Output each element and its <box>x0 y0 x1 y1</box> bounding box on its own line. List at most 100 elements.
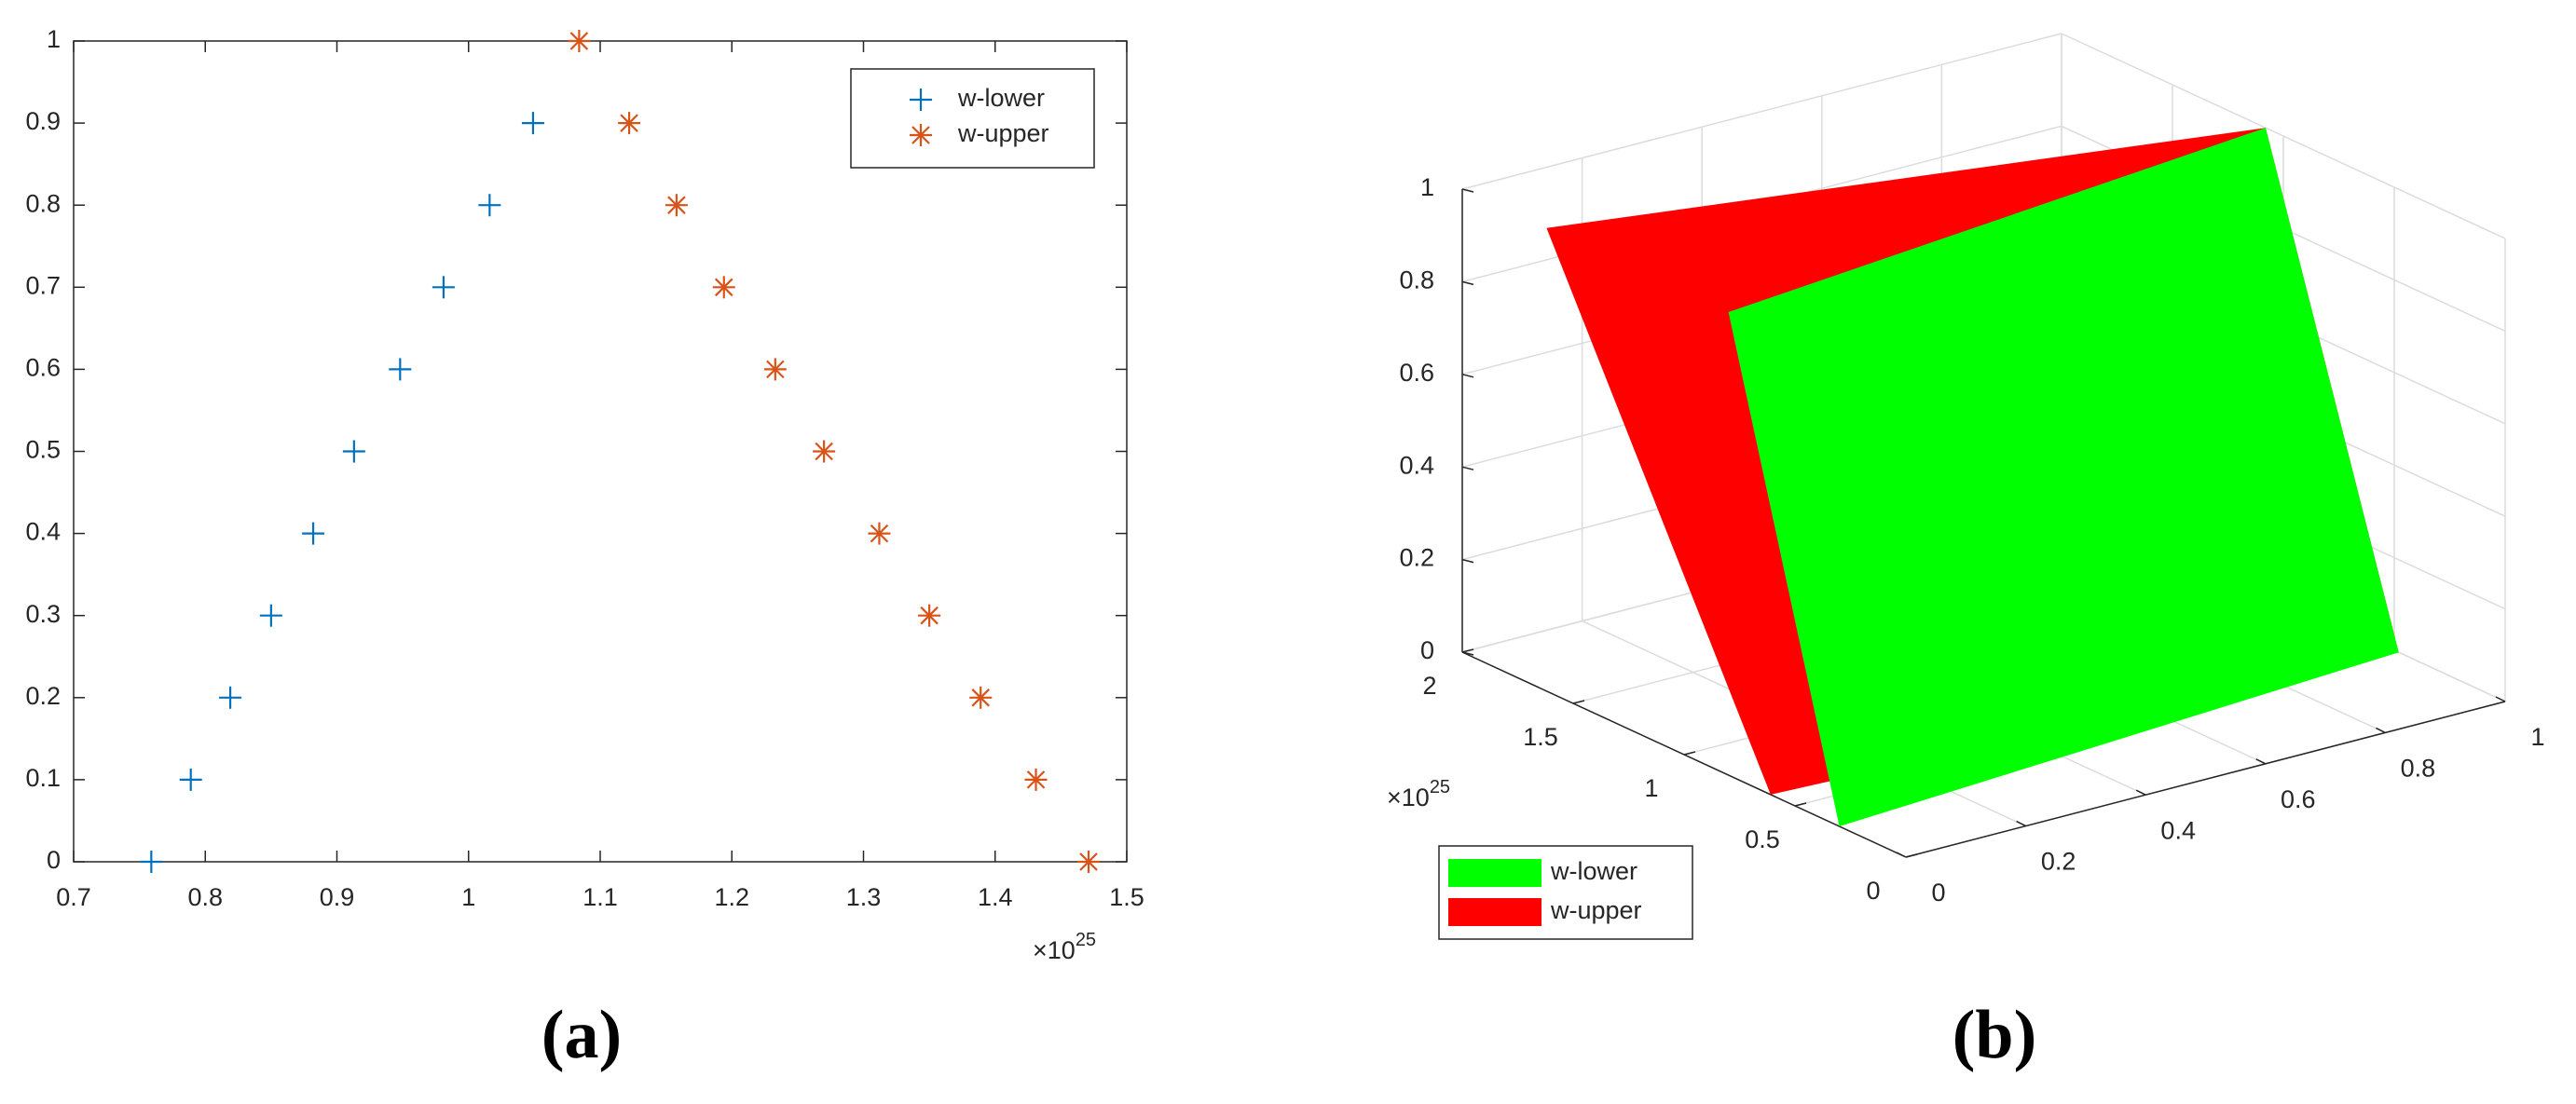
z-tick-label: 1 <box>1420 173 1434 201</box>
y-tick-label: 0 <box>47 846 61 874</box>
x-tick <box>2376 727 2386 734</box>
x-tick-label: 0.7 <box>56 883 91 911</box>
y-tick-label: 0.3 <box>25 600 61 628</box>
y-tick <box>1572 700 1585 704</box>
plot-area <box>73 40 1128 863</box>
caption: (b) <box>1953 997 2036 1073</box>
marker-stroke <box>714 278 733 297</box>
data-point <box>342 440 365 463</box>
x-tick-label: 1.2 <box>714 883 749 911</box>
x-tick-label: 1 <box>2530 723 2544 751</box>
x-tick-label: 1 <box>461 883 475 911</box>
multiplier-exponent: 25 <box>1430 777 1450 797</box>
x-tick-label: 0.9 <box>320 883 355 911</box>
y-tick <box>1794 802 1807 807</box>
grid-line <box>2061 33 2506 239</box>
legend-swatch <box>1448 898 1541 926</box>
y-tick-label: 0 <box>1866 877 1880 905</box>
x-tick <box>2255 758 2267 765</box>
x-tick-label: 0.4 <box>2160 816 2196 844</box>
legend-swatch <box>1448 859 1541 887</box>
data-point <box>1077 851 1101 873</box>
multiplier-base: ×10 <box>1033 936 1076 964</box>
data-point <box>478 194 501 217</box>
grid-line <box>1461 33 2062 190</box>
x-tick-label: 1.1 <box>582 883 618 911</box>
y-tick-label: 0.5 <box>25 436 61 464</box>
marker-stroke <box>766 360 785 379</box>
x-tick <box>1896 852 1907 858</box>
y-tick <box>1905 853 1918 858</box>
data-point <box>568 30 591 52</box>
y-tick-label: 1.5 <box>1523 723 1558 751</box>
z-tick-label: 0.2 <box>1399 544 1434 572</box>
data-point <box>259 604 282 627</box>
data-point <box>302 522 325 545</box>
x-axis <box>1905 701 2506 858</box>
data-point <box>868 522 891 545</box>
legend-marker <box>910 124 932 146</box>
legend-label: w-lower <box>1550 857 1637 885</box>
caption: (a) <box>541 997 622 1073</box>
x-tick-label: 1.3 <box>846 883 882 911</box>
data-point <box>219 686 242 709</box>
data-point <box>813 440 836 463</box>
z-tick <box>1461 651 1474 656</box>
marker-stroke <box>815 442 833 461</box>
data-point <box>140 851 163 873</box>
marker-stroke <box>667 196 686 214</box>
data-point <box>665 194 688 217</box>
x-tick <box>2495 696 2506 702</box>
data-point <box>618 112 641 135</box>
z-tick <box>1461 280 1474 286</box>
legend-label: w-upper <box>957 119 1049 147</box>
data-point <box>179 768 202 791</box>
legend-box <box>850 68 1095 169</box>
y-tick <box>1683 751 1696 756</box>
y-tick <box>1461 648 1474 653</box>
axis-multiplier: ×1025 <box>1033 930 1096 964</box>
y-tick-label: 0.5 <box>1745 825 1780 853</box>
z-tick-label: 0.6 <box>1399 359 1434 387</box>
legend-label: w-upper <box>1550 896 1642 924</box>
marker-stroke <box>1079 852 1098 871</box>
z-tick <box>1461 374 1474 378</box>
x-tick-label: 0.8 <box>2401 755 2436 783</box>
y-tick-label: 1 <box>1644 774 1658 802</box>
multiplier-base: ×10 <box>1387 784 1430 811</box>
marker-stroke <box>870 524 889 543</box>
legend-marker <box>910 89 932 111</box>
surface <box>1728 128 2399 826</box>
data-point <box>521 112 544 135</box>
data-point <box>389 358 412 381</box>
z-tick <box>1461 558 1474 564</box>
marker-stroke <box>920 606 939 625</box>
x-tick-label: 0.2 <box>2041 848 2076 876</box>
data-point <box>432 276 455 299</box>
z-tick-label: 0.4 <box>1399 451 1434 479</box>
axis-multiplier: ×1025 <box>1387 777 1450 811</box>
multiplier-exponent: 25 <box>1076 930 1096 950</box>
data-point <box>918 604 941 627</box>
data-point <box>1024 768 1048 791</box>
y-tick-label: 2 <box>1422 672 1436 700</box>
z-tick <box>1461 188 1474 193</box>
x-tick-label: 0 <box>1931 879 1945 906</box>
z-tick-label: 0.8 <box>1399 266 1434 294</box>
x-tick-label: 0.8 <box>187 883 223 911</box>
z-tick-label: 0 <box>1420 636 1434 664</box>
x-tick-label: 1.5 <box>1109 883 1144 911</box>
data-point <box>763 358 787 381</box>
y-tick-label: 0.6 <box>25 354 61 382</box>
y-tick-label: 0.1 <box>25 764 61 792</box>
marker-stroke <box>1026 770 1046 789</box>
legend-label: w-lower <box>957 84 1045 112</box>
marker-stroke <box>971 688 990 707</box>
marker-stroke <box>911 126 930 144</box>
y-tick-label: 0.9 <box>25 107 61 135</box>
y-tick-label: 0.7 <box>25 271 61 299</box>
y-tick-label: 0.2 <box>25 682 61 710</box>
data-point <box>712 276 735 299</box>
data-point <box>969 686 993 709</box>
x-tick-label: 1.4 <box>978 883 1013 911</box>
